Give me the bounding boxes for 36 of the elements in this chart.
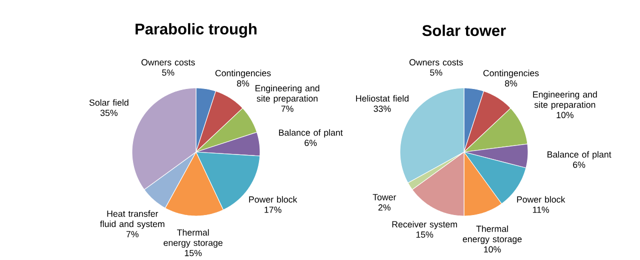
- data-label: 33%: [374, 106, 391, 112]
- data-label: 10%: [556, 112, 574, 118]
- data-label: 11%: [532, 206, 550, 213]
- data-label: 8%: [236, 80, 250, 87]
- slice-label: Heliostat field: [356, 95, 408, 102]
- slice-label: Engineering and site preparation: [533, 91, 597, 110]
- slice-label: Heat transfer fluid and system: [100, 210, 164, 229]
- data-label: 10%: [484, 246, 501, 253]
- slice-label: Owners costs: [409, 59, 463, 66]
- slice-label: Thermal energy storage: [462, 225, 522, 244]
- data-label: 15%: [184, 250, 202, 256]
- slice-label: Receiver system: [392, 220, 457, 230]
- slice-label: Engineering and site preparation: [256, 84, 320, 104]
- data-label: 5%: [430, 69, 442, 76]
- slice-label: Power block: [517, 196, 566, 203]
- chart-title: Parabolic trough: [136, 23, 256, 38]
- slice-label: Balance of plant: [279, 129, 343, 138]
- slice-label: Solar field: [89, 99, 128, 106]
- slice-label: Power block: [249, 196, 298, 203]
- data-label: 5%: [162, 69, 174, 76]
- data-label: 15%: [416, 231, 434, 238]
- chart-title: Solar tower: [422, 24, 506, 36]
- slice-label: Thermal energy storage: [164, 229, 222, 248]
- slice-label: Contingencies: [215, 70, 271, 78]
- data-label: 8%: [504, 80, 518, 87]
- data-label: 6%: [304, 140, 317, 146]
- slice-label: Tower: [372, 194, 396, 200]
- data-label: 35%: [100, 110, 118, 116]
- data-label: 7%: [281, 106, 294, 112]
- slice-label: Contingencies: [483, 70, 539, 78]
- slice-label: Owners costs: [141, 59, 195, 66]
- data-label: 17%: [264, 206, 282, 213]
- data-label: 7%: [126, 231, 138, 238]
- slice-label: Balance of plant: [548, 151, 612, 160]
- data-label: 6%: [573, 162, 586, 168]
- data-label: 2%: [378, 204, 390, 211]
